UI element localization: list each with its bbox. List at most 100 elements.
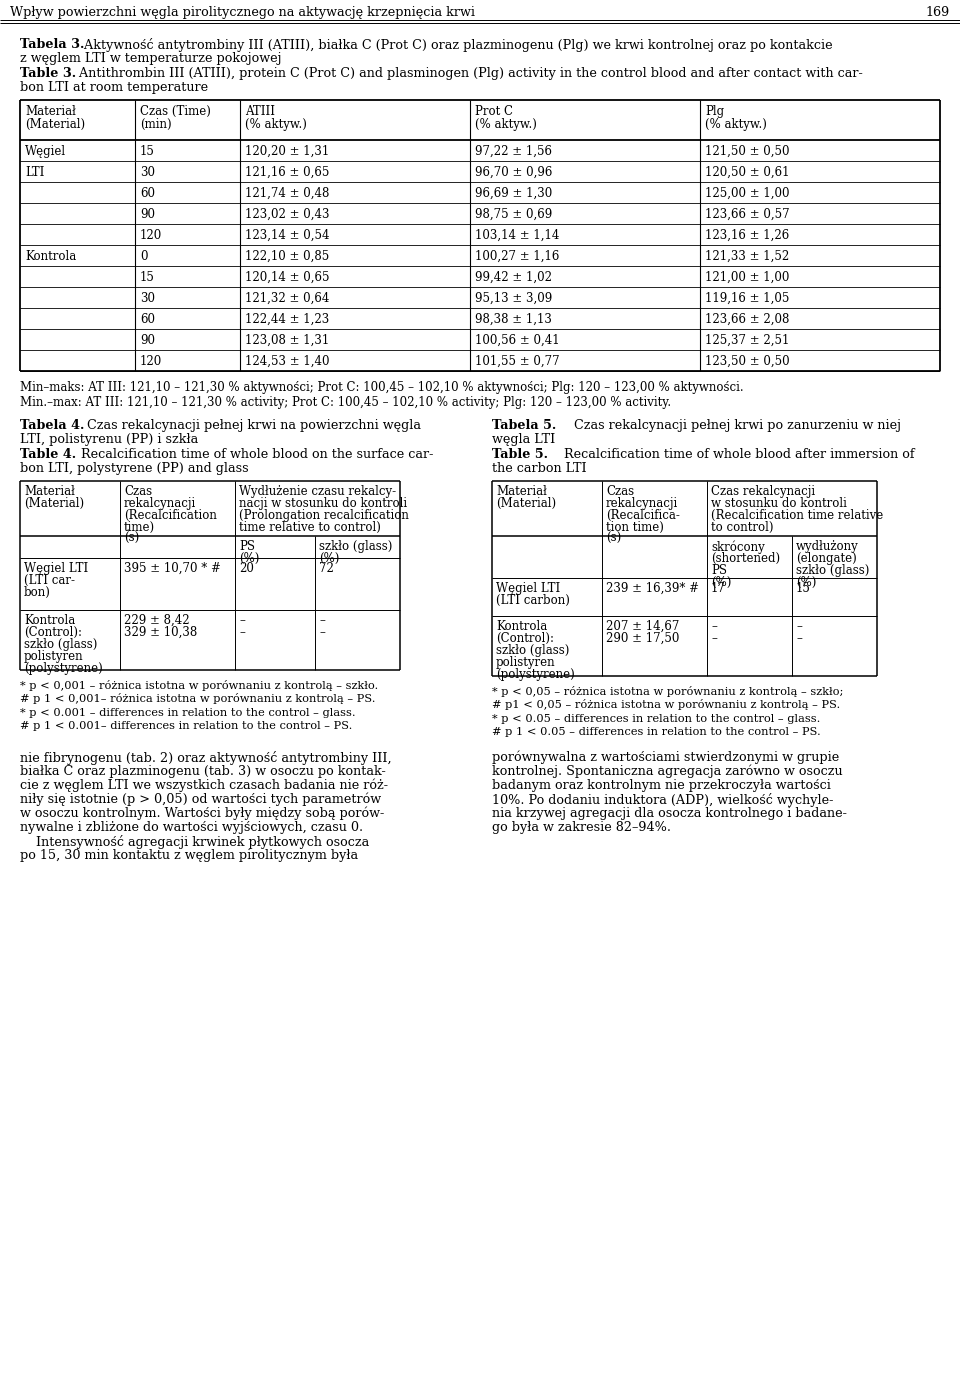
Text: 122,44 ± 1,23: 122,44 ± 1,23 (245, 313, 329, 326)
Text: 60: 60 (140, 187, 155, 200)
Text: 120: 120 (140, 355, 162, 368)
Text: Czas rekalcynacji: Czas rekalcynacji (711, 485, 815, 498)
Text: Materiał: Materiał (496, 485, 547, 498)
Text: 98,75 ± 0,69: 98,75 ± 0,69 (475, 208, 552, 221)
Text: szkło (glass): szkło (glass) (24, 638, 97, 651)
Text: (%): (%) (239, 553, 259, 565)
Text: (%): (%) (796, 576, 816, 589)
Text: 72: 72 (319, 562, 334, 575)
Text: 98,38 ± 1,13: 98,38 ± 1,13 (475, 313, 552, 326)
Text: Min–maks: AT III: 121,10 – 121,30 % aktywności; Prot C: 100,45 – 102,10 % aktywn: Min–maks: AT III: 121,10 – 121,30 % akty… (20, 381, 744, 395)
Text: 207 ± 14,67: 207 ± 14,67 (606, 620, 680, 632)
Text: 15: 15 (796, 582, 811, 595)
Text: (Material): (Material) (496, 497, 556, 511)
Text: 121,16 ± 0,65: 121,16 ± 0,65 (245, 166, 329, 179)
Text: tion time): tion time) (606, 520, 664, 534)
Text: 101,55 ± 0,77: 101,55 ± 0,77 (475, 355, 560, 368)
Text: bon LTI, polystyrene (PP) and glass: bon LTI, polystyrene (PP) and glass (20, 462, 249, 476)
Text: (s): (s) (124, 532, 139, 546)
Text: szkło (glass): szkło (glass) (496, 644, 569, 658)
Text: 20: 20 (239, 562, 253, 575)
Text: nia krzywej agregacji dla osocza kontrolnego i badane-: nia krzywej agregacji dla osocza kontrol… (492, 807, 847, 820)
Text: –: – (796, 620, 802, 632)
Text: 121,74 ± 0,48: 121,74 ± 0,48 (245, 187, 329, 200)
Text: to control): to control) (711, 520, 774, 534)
Text: Plg: Plg (705, 105, 724, 118)
Text: (Prolongation recalcification: (Prolongation recalcification (239, 509, 409, 522)
Text: Table 3.: Table 3. (20, 67, 76, 80)
Text: # p1 < 0,05 – różnica istotna w porównaniu z kontrolą – PS.: # p1 < 0,05 – różnica istotna w porównan… (492, 700, 840, 711)
Text: Materiał: Materiał (25, 105, 76, 118)
Text: 97,22 ± 1,56: 97,22 ± 1,56 (475, 145, 552, 158)
Text: (LTI carbon): (LTI carbon) (496, 595, 570, 607)
Text: * p < 0.001 – differences in relation to the control – glass.: * p < 0.001 – differences in relation to… (20, 708, 355, 718)
Text: Intensywność agregacji krwinek płytkowych osocza: Intensywność agregacji krwinek płytkowyc… (20, 835, 370, 849)
Text: # p 1 < 0.001– differences in relation to the control – PS.: # p 1 < 0.001– differences in relation t… (20, 720, 352, 732)
Text: Table 4.: Table 4. (20, 448, 76, 462)
Text: 96,70 ± 0,96: 96,70 ± 0,96 (475, 166, 552, 179)
Text: LTI, polistyrenu (PP) i szkła: LTI, polistyrenu (PP) i szkła (20, 434, 199, 446)
Text: skrócony: skrócony (711, 540, 765, 554)
Text: * p < 0,05 – różnica istotna w porównaniu z kontrolą – szkło;: * p < 0,05 – różnica istotna w porównani… (492, 686, 844, 697)
Text: # p 1 < 0.05 – differences in relation to the control – PS.: # p 1 < 0.05 – differences in relation t… (492, 727, 821, 737)
Text: time): time) (124, 520, 156, 534)
Text: –: – (711, 632, 717, 645)
Text: 120,14 ± 0,65: 120,14 ± 0,65 (245, 271, 329, 284)
Text: Kontrola: Kontrola (496, 620, 547, 632)
Text: Aktywność antytrombiny III (ATIII), białka C (Prot C) oraz plazminogenu (Plg) we: Aktywność antytrombiny III (ATIII), biał… (80, 38, 832, 52)
Text: 121,32 ± 0,64: 121,32 ± 0,64 (245, 292, 329, 305)
Text: Antithrombin III (ATIII), protein C (Prot C) and plasminogen (Plg) activity in t: Antithrombin III (ATIII), protein C (Pro… (75, 67, 863, 80)
Text: the carbon LTI: the carbon LTI (492, 462, 587, 476)
Text: 60: 60 (140, 313, 155, 326)
Text: 95,13 ± 3,09: 95,13 ± 3,09 (475, 292, 552, 305)
Text: z węglem LTI w temperaturze pokojowej: z węglem LTI w temperaturze pokojowej (20, 52, 281, 64)
Text: Prot C: Prot C (475, 105, 513, 118)
Text: 120: 120 (140, 229, 162, 242)
Text: porównywalna z wartościami stwierdzonymi w grupie: porównywalna z wartościami stwierdzonymi… (492, 751, 839, 764)
Text: białka C oraz plazminogenu (tab. 3) w osoczu po kontak-: białka C oraz plazminogenu (tab. 3) w os… (20, 765, 386, 778)
Text: 123,66 ± 2,08: 123,66 ± 2,08 (705, 313, 789, 326)
Text: 119,16 ± 1,05: 119,16 ± 1,05 (705, 292, 789, 305)
Text: 123,50 ± 0,50: 123,50 ± 0,50 (705, 355, 790, 368)
Text: szkło (glass): szkło (glass) (319, 540, 393, 553)
Text: 395 ± 10,70 * #: 395 ± 10,70 * # (124, 562, 221, 575)
Text: (s): (s) (606, 532, 621, 546)
Text: Węgiel LTI: Węgiel LTI (24, 562, 88, 575)
Text: time relative to control): time relative to control) (239, 520, 381, 534)
Text: Węgiel: Węgiel (25, 145, 66, 158)
Text: Tabela 5.: Tabela 5. (492, 418, 556, 432)
Text: (Control):: (Control): (496, 632, 554, 645)
Text: węgla LTI: węgla LTI (492, 434, 555, 446)
Text: 124,53 ± 1,40: 124,53 ± 1,40 (245, 355, 329, 368)
Text: rekalcynacji: rekalcynacji (124, 497, 196, 511)
Text: (%): (%) (319, 553, 340, 565)
Text: LTI: LTI (25, 166, 44, 179)
Text: 125,37 ± 2,51: 125,37 ± 2,51 (705, 334, 789, 347)
Text: 290 ± 17,50: 290 ± 17,50 (606, 632, 680, 645)
Text: Kontrola: Kontrola (25, 250, 76, 263)
Text: ATIII: ATIII (245, 105, 275, 118)
Text: Table 5.: Table 5. (492, 448, 548, 462)
Text: (Material): (Material) (24, 497, 84, 511)
Text: (% aktyw.): (% aktyw.) (475, 118, 537, 132)
Text: w osoczu kontrolnym. Wartości były między sobą porów-: w osoczu kontrolnym. Wartości były międz… (20, 807, 384, 820)
Text: 99,42 ± 1,02: 99,42 ± 1,02 (475, 271, 552, 284)
Text: (shortened): (shortened) (711, 553, 780, 565)
Text: rekalcynacji: rekalcynacji (606, 497, 679, 511)
Text: (elongate): (elongate) (796, 553, 856, 565)
Text: Recalcification time of whole blood after immersion of: Recalcification time of whole blood afte… (560, 448, 915, 462)
Text: 15: 15 (140, 145, 155, 158)
Text: 329 ± 10,38: 329 ± 10,38 (124, 625, 197, 639)
Text: –: – (239, 614, 245, 627)
Text: Czas rekalcynacji pełnej krwi po zanurzeniu w niej: Czas rekalcynacji pełnej krwi po zanurze… (570, 418, 901, 432)
Text: (polystyrene): (polystyrene) (24, 662, 103, 674)
Text: nacji w stosunku do kontroli: nacji w stosunku do kontroli (239, 497, 407, 511)
Text: 90: 90 (140, 334, 155, 347)
Text: 30: 30 (140, 292, 155, 305)
Text: –: – (796, 632, 802, 645)
Text: (Recalcifica-: (Recalcifica- (606, 509, 680, 522)
Text: 120,20 ± 1,31: 120,20 ± 1,31 (245, 145, 329, 158)
Text: polistyren: polistyren (24, 651, 84, 663)
Text: 239 ± 16,39* #: 239 ± 16,39* # (606, 582, 699, 595)
Text: Min.–max: AT III: 121,10 – 121,30 % activity; Prot C: 100,45 – 102,10 % activity: Min.–max: AT III: 121,10 – 121,30 % acti… (20, 396, 671, 409)
